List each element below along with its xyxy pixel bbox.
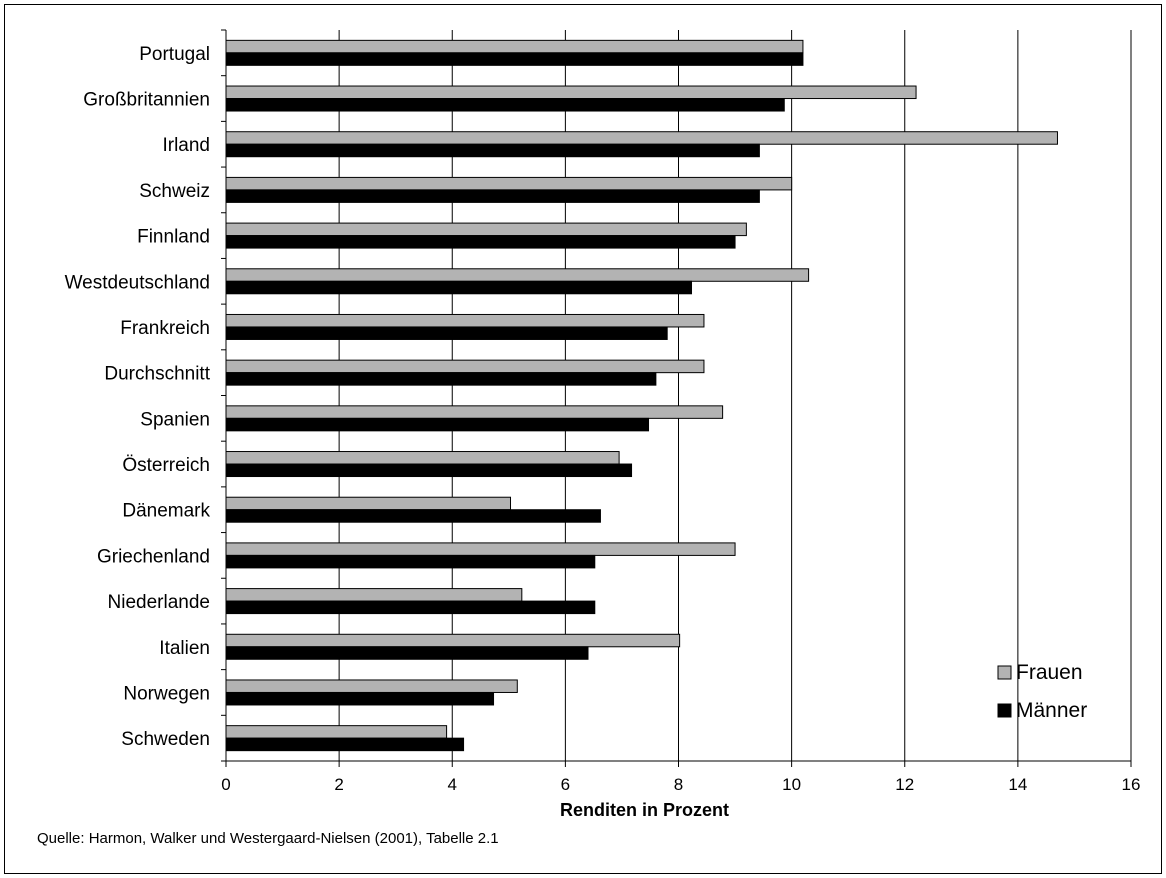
x-axis-title: Renditen in Prozent [560,800,729,820]
legend-label-frauen: Frauen [1016,661,1083,684]
bar-frauen [225,405,724,419]
category-label: Westdeutschland [65,272,210,293]
category-label: Finnland [137,227,210,248]
bar-frauen [225,679,518,693]
bar-maenner [225,143,760,158]
bar-maenner [225,737,465,752]
x-tick-label: 12 [895,775,914,794]
category-label: Österreich [122,455,210,476]
bar-maenner [225,326,668,340]
x-tick-label: 0 [221,775,230,794]
x-tick-label: 10 [782,775,801,794]
bar-maenner [225,189,760,203]
bar-maenner [225,98,785,112]
bar-frauen [225,542,736,556]
bar-frauen [225,313,705,328]
category-label: Schweden [121,729,210,750]
bar-maenner [225,554,596,569]
category-label: Niederlande [108,592,210,613]
bar-maenner [225,372,657,386]
category-label: Norwegen [123,683,210,704]
bar-maenner [225,52,804,66]
bar-maenner [225,600,596,615]
bar-maenner [225,235,736,249]
bar-maenner [225,463,633,478]
bar-frauen [225,725,448,739]
bar-frauen [225,176,793,191]
bar-maenner [225,417,650,432]
bar-maenner [225,280,693,295]
category-label: Schweiz [139,181,210,202]
bar-frauen [225,131,1058,145]
bar-frauen [225,451,620,465]
bar-maenner [225,646,589,660]
legend-swatch-maenner [997,703,1012,718]
bar-maenner [225,691,495,706]
bar-frauen [225,588,523,602]
x-tick-label: 2 [334,775,343,794]
bar-frauen [225,85,917,100]
category-label: Dänemark [122,501,210,522]
x-tick-label: 4 [448,775,457,794]
x-tick-label: 14 [1008,775,1027,794]
bar-frauen [225,268,810,282]
legend-label-maenner: Männer [1016,699,1087,722]
category-label: Durchschnitt [104,364,210,385]
bar-frauen [225,39,804,54]
x-tick-label: 8 [674,775,683,794]
legend-swatch-frauen [997,665,1012,680]
bar-frauen [225,633,681,648]
bar-maenner [225,509,601,523]
category-label: Italien [159,638,210,659]
category-label: Großbritannien [83,90,210,111]
category-label: Frankreich [120,318,210,339]
category-label: Griechenland [97,546,210,567]
category-label: Irland [162,135,210,156]
bar-frauen [225,496,512,511]
source-note: Quelle: Harmon, Walker und Westergaard-N… [37,830,499,847]
x-tick-label: 16 [1122,775,1141,794]
category-label: Spanien [140,409,210,430]
bar-frauen [225,359,705,374]
x-tick-label: 6 [561,775,570,794]
category-label: Portugal [139,44,210,65]
bar-frauen [225,222,747,237]
